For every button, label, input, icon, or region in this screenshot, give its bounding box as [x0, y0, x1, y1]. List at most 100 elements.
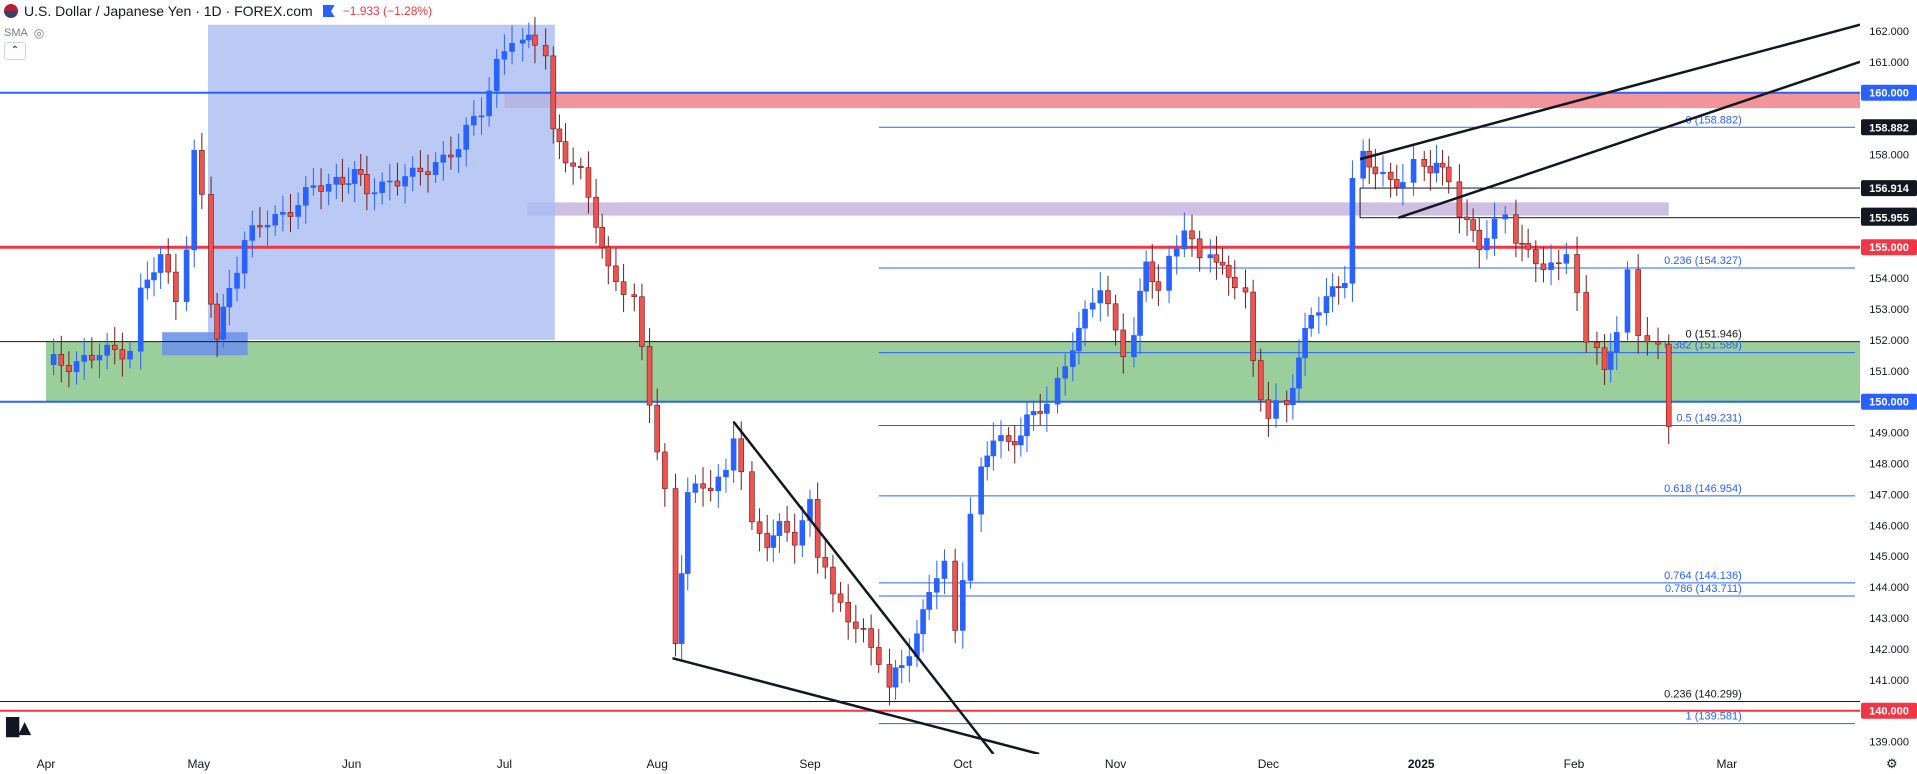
candle-body	[941, 560, 948, 579]
candle-body	[471, 115, 477, 126]
candle-body	[151, 272, 157, 281]
gear-icon[interactable]: ⚙	[1886, 756, 1898, 771]
candle-body	[1349, 177, 1356, 284]
zone-red	[504, 92, 1860, 109]
tradingview-logo-icon[interactable]: █▲	[6, 718, 31, 738]
candle-body	[1574, 254, 1580, 293]
candle-body	[463, 124, 470, 150]
candle-body	[1302, 328, 1308, 359]
candle-body	[1393, 179, 1400, 188]
candle-body	[1342, 283, 1348, 289]
candle-body	[920, 609, 926, 635]
candle-body	[519, 39, 526, 44]
candle-body	[1445, 166, 1452, 183]
candle-body	[998, 435, 1004, 442]
eye-hidden-icon[interactable]: ◎	[33, 26, 45, 40]
candle-body	[1540, 263, 1547, 270]
candle-body	[570, 162, 576, 167]
candle-body	[562, 141, 569, 164]
candle-body	[934, 578, 940, 593]
candle-body	[351, 169, 358, 184]
fib-level-label: 0.5 (149.231)	[1676, 412, 1741, 424]
candle-body	[1665, 343, 1672, 427]
price-tick-label: 151.000	[1869, 366, 1909, 378]
candle-body	[1513, 214, 1519, 244]
candle-body	[715, 476, 722, 492]
candle-body	[1366, 150, 1373, 168]
candle-body	[455, 149, 462, 158]
candle-body	[749, 471, 755, 523]
candle-body	[432, 162, 439, 175]
symbol-header[interactable]: U.S. Dollar / Japanese Yen · 1D · FOREX.…	[0, 0, 432, 22]
candle-body	[357, 169, 364, 175]
time-tick-label: Nov	[1105, 757, 1126, 771]
candle-body	[379, 181, 385, 193]
candle-body	[1548, 262, 1554, 270]
trendline	[1359, 23, 1861, 161]
candle-body	[448, 154, 454, 158]
candle-body	[959, 580, 966, 631]
candle-body	[756, 521, 763, 534]
candle-body	[1213, 254, 1220, 263]
time-axis[interactable]: Apr May Jun Jul Aug Sep Oct Nov Dec 2025 Feb Mar	[0, 754, 1917, 774]
candle-body	[875, 647, 882, 665]
candle-body	[822, 557, 829, 568]
candle-body	[295, 205, 301, 217]
candle-body	[1296, 357, 1302, 389]
candle-body	[1105, 290, 1111, 305]
candle-body	[478, 115, 485, 118]
candle-body	[493, 58, 500, 92]
candle-body	[984, 455, 991, 468]
price-label-text: 150.000	[1869, 397, 1909, 409]
candle-body	[738, 438, 745, 473]
candle-body	[585, 167, 592, 198]
candle-body	[967, 513, 974, 581]
candle-body	[183, 249, 190, 302]
candle-body	[672, 488, 679, 644]
time-tick-label: 2025	[1408, 757, 1435, 771]
candle-body	[302, 187, 309, 206]
candle-body	[1044, 403, 1050, 414]
candle-body	[1112, 303, 1119, 331]
candle-body	[599, 226, 605, 248]
candle-body	[1076, 327, 1082, 352]
fib-level-label: 1 (139.581)	[1686, 711, 1742, 723]
time-tick-label: Oct	[953, 757, 972, 771]
candle-body	[257, 225, 263, 228]
price-tick-label: 142.000	[1869, 644, 1909, 656]
candle-body	[1323, 296, 1330, 313]
candle-body	[214, 303, 220, 340]
price-tick-label: 147.000	[1869, 489, 1909, 501]
time-tick-label: Dec	[1258, 757, 1279, 771]
price-label-box	[1861, 180, 1917, 197]
candle-body	[1594, 341, 1600, 349]
candle-body	[860, 628, 867, 630]
candle-body	[764, 533, 771, 548]
candle-body	[1089, 302, 1096, 310]
candle-body	[639, 296, 645, 347]
candle-body	[1372, 166, 1379, 175]
candle-body	[157, 254, 164, 273]
candle-body	[1181, 230, 1188, 250]
price-label-box	[1861, 119, 1917, 136]
time-tick-label: Jun	[342, 757, 361, 771]
price-axis-bg	[1860, 0, 1917, 774]
price-axis[interactable]: 139.000 140.000 141.000 142.000 143.000 144.0…	[1860, 0, 1917, 774]
price-label-text: 155.000	[1869, 242, 1909, 254]
candle-body	[620, 281, 627, 295]
indicator-legend[interactable]: SMA ◎	[4, 26, 44, 40]
candle-body	[1601, 347, 1608, 370]
price-tick-label: 144.000	[1869, 582, 1909, 594]
candle-body	[409, 167, 416, 177]
horizontal-levels-layer	[0, 91, 1860, 712]
candle-body	[1273, 400, 1279, 419]
fib-level-label: 0 (151.946)	[1686, 329, 1742, 341]
collapse-legend-button[interactable]: ⌃	[4, 42, 26, 60]
candle-body	[1131, 335, 1137, 358]
candle-body	[173, 271, 179, 302]
market-flag-icon[interactable]	[322, 5, 335, 17]
fib-level-label: 0.382 (151.589)	[1664, 340, 1742, 352]
price-label-box	[1861, 239, 1917, 256]
time-tick-label: Feb	[1564, 757, 1585, 771]
